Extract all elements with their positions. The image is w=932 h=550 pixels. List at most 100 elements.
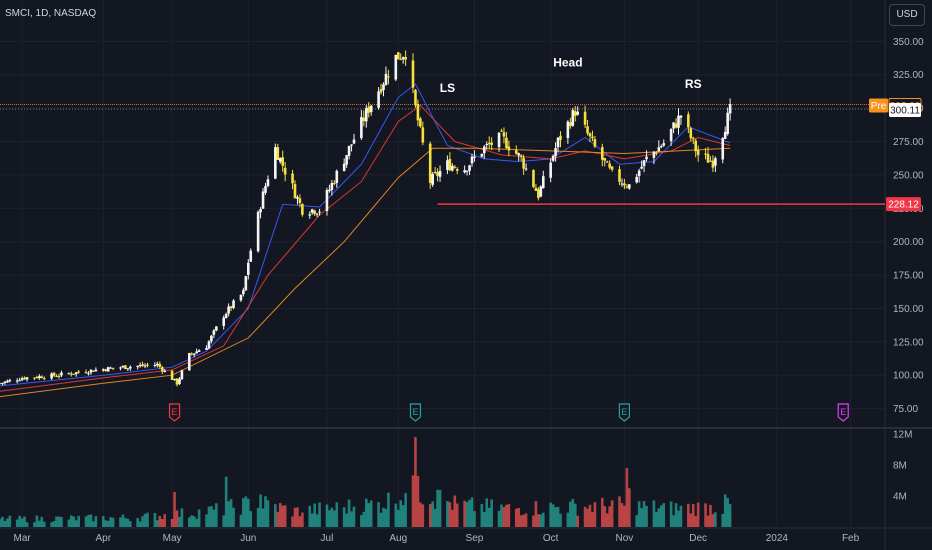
volume-bar[interactable] xyxy=(721,513,725,527)
candle[interactable] xyxy=(451,163,454,172)
candle[interactable] xyxy=(362,110,366,127)
candle[interactable] xyxy=(3,380,7,386)
volume-bar[interactable] xyxy=(264,496,267,527)
candle[interactable] xyxy=(704,147,707,160)
candle[interactable] xyxy=(635,173,639,184)
candle[interactable] xyxy=(52,371,56,377)
candle[interactable] xyxy=(500,128,503,132)
candle[interactable] xyxy=(364,105,368,128)
volume-bar[interactable] xyxy=(74,520,78,527)
volume-bar[interactable] xyxy=(0,518,2,527)
volume-bar[interactable] xyxy=(138,521,142,527)
candle[interactable] xyxy=(239,294,243,302)
volume-bar[interactable] xyxy=(146,512,149,527)
candle[interactable] xyxy=(109,366,112,369)
candle[interactable] xyxy=(153,362,157,368)
candle[interactable] xyxy=(728,98,732,121)
volume-bar[interactable] xyxy=(532,515,535,527)
volume-bar[interactable] xyxy=(689,513,693,527)
candle[interactable] xyxy=(259,206,262,219)
candle[interactable] xyxy=(301,203,304,217)
volume-bar[interactable] xyxy=(625,468,629,527)
volume-bar[interactable] xyxy=(55,516,58,527)
candle[interactable] xyxy=(92,370,95,372)
candle[interactable] xyxy=(600,143,604,167)
candle[interactable] xyxy=(438,165,442,182)
candle[interactable] xyxy=(146,362,149,368)
candle[interactable] xyxy=(674,118,678,129)
volume-bar[interactable] xyxy=(67,519,71,527)
volume-bar[interactable] xyxy=(490,499,493,527)
premarket-tag[interactable]: Pre xyxy=(869,98,888,113)
volume-bar[interactable] xyxy=(92,521,95,527)
candle[interactable] xyxy=(0,382,2,385)
candle[interactable] xyxy=(197,349,201,353)
candle[interactable] xyxy=(576,106,580,116)
candle[interactable] xyxy=(25,376,29,382)
candle[interactable] xyxy=(669,128,673,146)
volume-bar[interactable] xyxy=(210,506,213,527)
volume-bar[interactable] xyxy=(404,493,407,527)
candle[interactable] xyxy=(421,121,425,146)
candle[interactable] xyxy=(296,195,299,205)
volume-bar[interactable] xyxy=(84,516,88,527)
candle[interactable] xyxy=(726,107,729,136)
volume-bar[interactable] xyxy=(178,516,181,527)
volume-bar[interactable] xyxy=(187,517,191,527)
candle[interactable] xyxy=(94,367,98,372)
candle[interactable] xyxy=(33,377,36,381)
candle[interactable] xyxy=(689,126,693,142)
candle[interactable] xyxy=(57,373,61,379)
candle[interactable] xyxy=(706,146,710,163)
candle[interactable] xyxy=(618,165,621,186)
volume-bar[interactable] xyxy=(175,510,179,527)
candle[interactable] xyxy=(232,299,235,310)
candle[interactable] xyxy=(404,50,407,66)
candle[interactable] xyxy=(532,169,535,189)
candle[interactable] xyxy=(554,142,557,162)
volume-bar[interactable] xyxy=(111,517,115,527)
candle[interactable] xyxy=(124,365,127,370)
volume-bar[interactable] xyxy=(369,500,373,527)
volume-bar[interactable] xyxy=(156,520,159,527)
volume-bar[interactable] xyxy=(655,511,658,527)
volume-bar[interactable] xyxy=(328,510,331,527)
volume-bar[interactable] xyxy=(588,504,592,527)
volume-bar[interactable] xyxy=(711,514,715,527)
candle[interactable] xyxy=(465,170,469,176)
candle[interactable] xyxy=(502,127,506,144)
candle[interactable] xyxy=(431,171,434,187)
support-price-badge[interactable]: 228.12 xyxy=(886,197,921,212)
volume-bar[interactable] xyxy=(342,507,346,527)
volume-bar[interactable] xyxy=(87,514,90,527)
candle[interactable] xyxy=(328,184,331,193)
volume-bar[interactable] xyxy=(411,475,415,527)
volume-bar[interactable] xyxy=(101,516,105,527)
volume-bar[interactable] xyxy=(367,503,371,527)
volume-bar[interactable] xyxy=(534,501,538,527)
volume-bar[interactable] xyxy=(387,492,390,527)
volume-bar[interactable] xyxy=(382,507,385,527)
volume-bar[interactable] xyxy=(672,515,675,527)
volume-bar[interactable] xyxy=(640,508,643,527)
candle[interactable] xyxy=(293,180,297,199)
volume-bar[interactable] xyxy=(276,511,280,527)
volume-bar[interactable] xyxy=(293,507,297,527)
volume-bar[interactable] xyxy=(566,512,570,527)
candle[interactable] xyxy=(74,371,78,377)
candle[interactable] xyxy=(448,152,452,172)
volume-bar[interactable] xyxy=(522,514,525,527)
volume-bar[interactable] xyxy=(57,516,61,527)
volume-bar[interactable] xyxy=(215,503,218,527)
candle[interactable] xyxy=(721,137,725,164)
candle[interactable] xyxy=(519,154,523,162)
candle[interactable] xyxy=(657,140,661,152)
volume-bar[interactable] xyxy=(657,508,661,527)
volume-bar[interactable] xyxy=(541,512,545,527)
candle[interactable] xyxy=(485,141,489,150)
candle[interactable] xyxy=(625,184,629,189)
candle[interactable] xyxy=(23,376,26,380)
volume-bar[interactable] xyxy=(691,504,695,527)
volume-bar[interactable] xyxy=(180,508,184,527)
volume-bar[interactable] xyxy=(291,516,294,527)
